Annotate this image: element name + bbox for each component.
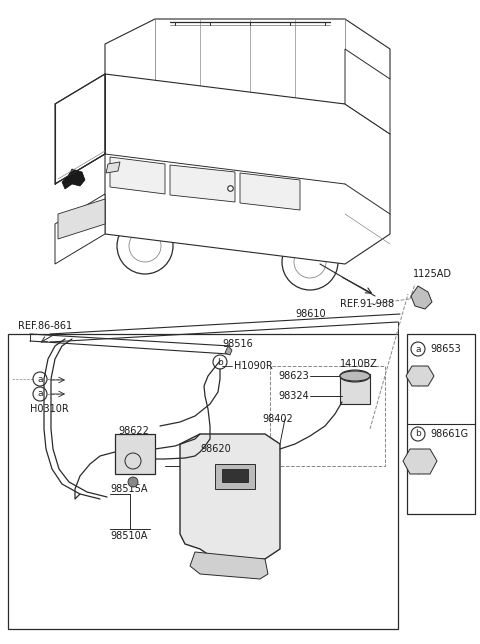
Text: a: a — [415, 345, 421, 354]
Text: 98661G: 98661G — [430, 429, 468, 439]
Text: a: a — [37, 375, 43, 383]
Text: 98653: 98653 — [430, 344, 461, 354]
Text: 98324: 98324 — [278, 391, 309, 401]
Circle shape — [128, 477, 138, 487]
Ellipse shape — [340, 371, 370, 381]
Polygon shape — [345, 49, 390, 134]
Polygon shape — [180, 434, 280, 559]
Text: H0310R: H0310R — [30, 404, 69, 414]
Circle shape — [349, 370, 361, 382]
Polygon shape — [406, 366, 434, 386]
Text: 98620: 98620 — [200, 444, 231, 454]
Polygon shape — [222, 469, 248, 482]
Ellipse shape — [340, 370, 370, 382]
Polygon shape — [190, 552, 268, 579]
Polygon shape — [115, 434, 155, 474]
Text: H1090R: H1090R — [234, 361, 273, 371]
Polygon shape — [110, 157, 165, 194]
Polygon shape — [403, 449, 437, 474]
Text: 98402: 98402 — [262, 414, 293, 424]
Text: 98610: 98610 — [295, 309, 325, 319]
Text: 98623: 98623 — [278, 371, 309, 381]
Polygon shape — [215, 464, 255, 489]
Text: 1410BZ: 1410BZ — [340, 359, 378, 369]
Polygon shape — [106, 162, 120, 173]
FancyBboxPatch shape — [407, 334, 475, 514]
Text: 98510A: 98510A — [110, 531, 147, 541]
FancyBboxPatch shape — [340, 374, 370, 404]
Text: REF.86-861: REF.86-861 — [18, 321, 72, 331]
Polygon shape — [225, 346, 232, 355]
Polygon shape — [55, 74, 105, 184]
Text: 1125AD: 1125AD — [413, 269, 452, 279]
Text: a: a — [37, 390, 43, 399]
Polygon shape — [240, 173, 300, 210]
Polygon shape — [105, 19, 390, 104]
Text: REF.91-988: REF.91-988 — [340, 299, 394, 309]
Polygon shape — [170, 165, 235, 202]
Polygon shape — [55, 194, 105, 264]
Text: b: b — [415, 430, 421, 439]
FancyBboxPatch shape — [270, 366, 385, 466]
Polygon shape — [58, 199, 105, 239]
Polygon shape — [411, 286, 432, 309]
Polygon shape — [105, 74, 390, 264]
Text: 98515A: 98515A — [110, 484, 147, 494]
Text: 98622: 98622 — [118, 426, 149, 436]
Polygon shape — [62, 169, 85, 189]
Text: 98516: 98516 — [222, 339, 253, 349]
Text: b: b — [217, 357, 223, 366]
FancyBboxPatch shape — [8, 334, 398, 629]
